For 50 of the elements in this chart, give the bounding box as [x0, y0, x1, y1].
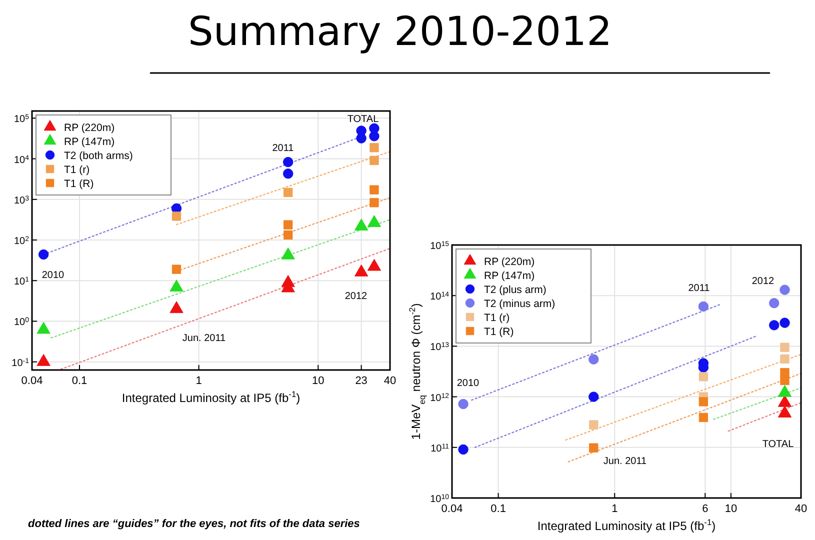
legend-label: RP (147m) [64, 136, 115, 148]
y-tick-label: 10$^{1}$ [14, 276, 30, 288]
x-tick-label: 40 [794, 503, 808, 515]
x-tick-label: 1 [612, 503, 618, 515]
legend-label: T1 (R) [64, 178, 94, 190]
legend-label: T2 (both arms) [64, 150, 133, 162]
y-tick-label: 10$^{4}$ [14, 154, 30, 166]
annotation: 2010 [456, 378, 480, 389]
y-tick-label: 10$^{10}$ [430, 494, 450, 505]
y-tick-label: 10$^{14}$ [430, 291, 450, 303]
x-tick-label: 23 [355, 375, 368, 387]
annotation: 2012 [344, 291, 368, 302]
y-tick-label: 10$^{5}$ [14, 114, 30, 126]
y-tick-label: 10$^{15}$ [430, 240, 450, 252]
legend-label: T2 (minus arm) [484, 298, 556, 310]
x-tick-label: 10 [312, 375, 324, 387]
x-tick-label: 1 [196, 375, 202, 387]
y-tick-label: 10$^{13}$ [430, 342, 450, 354]
y-tick-label: 10$^{12}$ [430, 392, 450, 404]
x-tick-label: 0.04 [441, 503, 463, 515]
y-tick-label: 10$^{3}$ [14, 194, 30, 206]
annotation: 2011 [272, 143, 294, 154]
y-tick-label: 10$^{2}$ [14, 236, 30, 247]
x-tick-label: 40 [384, 375, 396, 387]
annotation: Jun. 2011 [182, 333, 226, 344]
x-axis-title: Integrated Luminosity at IP5 (fb$^{-1}$) [537, 517, 716, 533]
annotation: 2011 [688, 283, 710, 294]
annotation: TOTAL [762, 439, 794, 450]
x-tick-label: 0.1 [490, 503, 506, 515]
y-tick-label: 10$^{0}$ [14, 316, 30, 328]
legend-label: T1 (r) [64, 164, 90, 176]
annotation: TOTAL [347, 114, 380, 125]
text: dotted lines are “guides” for the eyes, not fits of the data series [28, 518, 360, 530]
legend-label: RP (220m) [64, 122, 115, 134]
chart-title: Summary 2010-2012 [188, 9, 612, 55]
x-tick-label: 0.1 [72, 375, 88, 387]
legend-label: T2 (plus arm) [484, 284, 546, 296]
x-tick-label: 10 [724, 503, 738, 515]
legend-label: T1 (r) [484, 312, 510, 324]
x-tick-label: 6 [702, 503, 708, 515]
annotation: 2010 [42, 270, 65, 281]
annotation: Jun. 2011 [603, 456, 648, 467]
x-axis-title: Integrated Luminosity at IP5 (fb$^{-1}$) [122, 389, 300, 405]
legend-label: RP (220m) [484, 256, 535, 268]
y-tick-label: 10$^{-1}$ [12, 357, 30, 369]
legend-label: T1 (R) [484, 326, 514, 338]
x-tick-label: 0.04 [21, 375, 43, 387]
legend-label: RP (147m) [484, 270, 535, 282]
y-tick-label: 10$^{11}$ [430, 442, 450, 454]
annotation: 2012 [752, 276, 775, 287]
